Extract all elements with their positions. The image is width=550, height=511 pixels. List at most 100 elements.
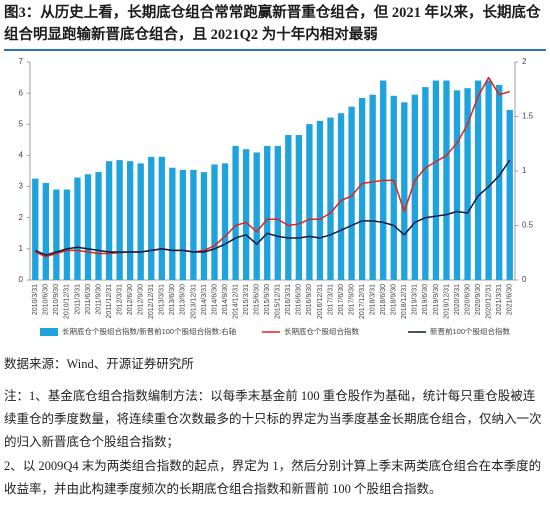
bar [485, 80, 492, 280]
x-tick-label: 2018/12/31 [401, 284, 408, 319]
x-tick-label: 2013/6/30 [169, 284, 176, 315]
x-tick-label: 2010/3/31 [32, 284, 39, 315]
x-tick-label: 2016/3/31 [285, 284, 292, 315]
bar [422, 87, 429, 280]
y-tick-label: 5 [19, 119, 24, 128]
x-tick-label: 2013/12/31 [190, 284, 197, 319]
x-tick-label: 2014/12/31 [232, 284, 239, 319]
bar [411, 94, 418, 280]
legend-swatch [40, 328, 58, 336]
y-tick-label: 2 [19, 213, 24, 222]
bar [32, 178, 39, 280]
bar [200, 172, 208, 280]
bar [464, 88, 471, 280]
x-tick-label: 2012/6/30 [127, 284, 134, 315]
bar [137, 163, 144, 280]
bar [158, 156, 165, 280]
y-tick-label: 7 [19, 57, 24, 66]
bar [84, 174, 92, 280]
x-tick-label: 2011/3/31 [74, 284, 81, 315]
x-tick-label: 2014/3/31 [201, 284, 208, 315]
note: 注：1、基金底仓组合指数编制方法：以每季末基金前 100 重仓股作为基础，统计每… [4, 389, 542, 449]
figure-title: 图3：从历史上看，长期底仓组合常常跑赢新晋重仓组合，但 2021 年以来，长期底… [4, 2, 546, 51]
bar [295, 135, 303, 280]
x-tick-label: 2016/6/30 [296, 284, 303, 315]
bar [95, 172, 102, 280]
x-tick-label: 2013/3/31 [159, 284, 166, 315]
bar [474, 80, 482, 280]
bar [74, 177, 81, 280]
x-tick-label: 2020/3/31 [454, 284, 461, 315]
source: 数据来源：Wind、开源证券研究所 [4, 357, 194, 371]
x-tick-label: 2020/12/31 [485, 284, 492, 319]
bar [369, 94, 376, 280]
x-tick-label: 2015/3/31 [243, 284, 250, 315]
bar [358, 97, 366, 280]
x-tick-label: 2019/3/31 [412, 284, 419, 315]
line [34, 159, 511, 256]
bar [127, 161, 134, 280]
bar [274, 145, 281, 280]
x-tick-label: 2018/6/30 [380, 284, 387, 315]
bar [285, 135, 292, 280]
bar [242, 149, 250, 280]
bar [337, 113, 345, 280]
bar [42, 182, 49, 280]
line [34, 76, 510, 258]
x-tick-label: 2012/12/31 [148, 284, 155, 319]
bar [63, 189, 71, 280]
y-tick-label: 0 [19, 275, 24, 284]
x-tick-label: 2012/3/31 [116, 284, 123, 315]
x-tick-label: 2018/9/30 [391, 284, 398, 315]
bar [179, 169, 187, 280]
x-tick-label: 2014/9/30 [222, 284, 229, 315]
y2-tick-label: 1 [522, 166, 527, 175]
bar [496, 84, 503, 280]
bar [453, 90, 461, 280]
x-tick-label: 2020/9/30 [475, 284, 482, 315]
bar [432, 80, 440, 280]
x-tick-label: 2019/12/31 [443, 284, 450, 319]
y-tick-label: 4 [19, 151, 24, 160]
x-tick-label: 2017/3/31 [327, 284, 334, 315]
bar [232, 145, 239, 280]
legend-label: 新晋前100个股组合指数 [430, 326, 511, 336]
x-tick-label: 2011/9/30 [95, 284, 102, 315]
x-tick-label: 2017/9/30 [348, 284, 355, 315]
bar [211, 164, 218, 280]
x-tick-label: 2021/6/30 [507, 284, 514, 315]
bar [327, 117, 334, 280]
x-tick-label: 2020/6/30 [464, 284, 471, 315]
x-tick-label: 2016/12/31 [317, 284, 324, 319]
bar [253, 152, 260, 280]
bar [53, 189, 60, 280]
y2-tick-label: 1.5 [522, 112, 534, 121]
x-tick-label: 2016/9/30 [306, 284, 313, 315]
bar [401, 102, 408, 280]
x-tick-label: 2013/9/30 [180, 284, 187, 315]
x-tick-label: 2014/6/30 [211, 284, 218, 315]
bar [148, 156, 155, 280]
bar [190, 169, 197, 280]
legend-label: 长期底仓个股组合指数 [284, 326, 359, 336]
y-tick-label: 3 [19, 182, 24, 191]
x-tick-label: 2019/6/30 [422, 284, 429, 315]
x-tick-label: 2011/6/30 [85, 284, 92, 315]
x-tick-label: 2012/9/30 [138, 284, 145, 315]
bar [169, 167, 176, 280]
x-tick-label: 2015/9/30 [264, 284, 271, 315]
x-tick-label: 2015/6/30 [254, 284, 261, 315]
bar [390, 95, 397, 280]
bar [316, 120, 324, 280]
y-tick-label: 6 [19, 88, 24, 97]
bar [264, 145, 271, 280]
x-tick-label: 2017/12/31 [359, 284, 366, 319]
bar [348, 106, 355, 280]
bar [105, 161, 113, 280]
x-tick-label: 2010/9/30 [53, 284, 60, 315]
bar [306, 124, 313, 280]
x-tick-label: 2010/6/30 [43, 284, 50, 315]
x-tick-label: 2018/3/31 [370, 284, 377, 315]
